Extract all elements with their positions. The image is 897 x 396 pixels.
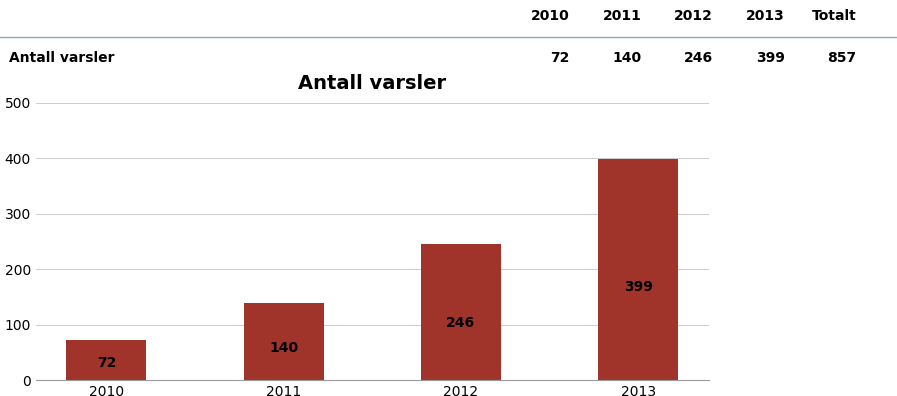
Bar — [244, 303, 324, 380]
Text: 72: 72 — [97, 356, 116, 370]
Text: 2010: 2010 — [531, 9, 570, 23]
Text: 2012: 2012 — [675, 9, 713, 23]
Text: Totalt: Totalt — [812, 9, 857, 23]
Text: Antall varsler: Antall varsler — [9, 51, 115, 65]
Text: 399: 399 — [756, 51, 785, 65]
Text: 246: 246 — [684, 51, 713, 65]
Text: 2013: 2013 — [746, 9, 785, 23]
Text: 246: 246 — [447, 316, 475, 330]
Text: 140: 140 — [269, 341, 298, 354]
Text: 857: 857 — [828, 51, 857, 65]
Text: 140: 140 — [613, 51, 641, 65]
Text: 399: 399 — [623, 280, 653, 294]
Bar — [66, 340, 146, 380]
Bar — [598, 159, 678, 380]
Bar — [421, 244, 501, 380]
Title: Antall varsler: Antall varsler — [298, 74, 447, 93]
Text: 72: 72 — [550, 51, 570, 65]
Text: 2011: 2011 — [603, 9, 641, 23]
